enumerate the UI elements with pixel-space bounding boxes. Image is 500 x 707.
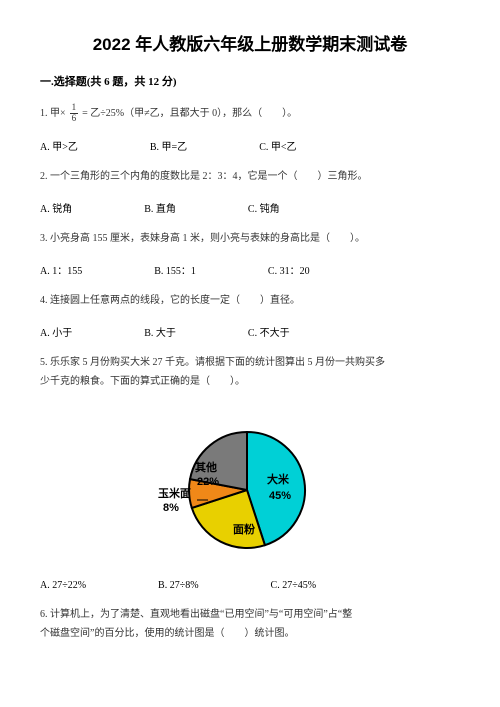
- q5-options: A. 27÷22% B. 27÷8% C. 27÷45%: [40, 580, 460, 591]
- q5-line2: 少千克的粮食。下面的算式正确的是（ ）。: [40, 372, 460, 391]
- question-5: 5. 乐乐家 5 月份购买大米 27 千克。请根据下面的统计图算出 5 月份一共…: [40, 353, 460, 391]
- q6-line1: 6. 计算机上，为了清楚、直观地看出磁盘“已用空间”与“可用空间”占“整: [40, 605, 460, 624]
- question-4: 4. 连接圆上任意两点的线段，它的长度一定（ ）直径。: [40, 291, 460, 310]
- q5-line1: 5. 乐乐家 5 月份购买大米 27 千克。请根据下面的统计图算出 5 月份一共…: [40, 353, 460, 372]
- pie-chart: 其他 22% 玉米面 8% 大米 45% 面粉: [155, 405, 345, 565]
- label-45: 45%: [269, 490, 291, 502]
- label-rice: 大米: [267, 472, 290, 486]
- q1-frac-den: 6: [72, 114, 77, 124]
- label-8: 8%: [163, 502, 179, 514]
- question-2: 2. 一个三角形的三个内角的度数比是 2：3：4，它是一个（ ）三角形。: [40, 167, 460, 186]
- q1-optA: A. 甲>乙: [40, 138, 78, 153]
- q3-optB: B. 155：1: [154, 262, 196, 277]
- question-3: 3. 小亮身高 155 厘米，表妹身高 1 米，则小亮与表妹的身高比是（ ）。: [40, 229, 460, 248]
- q3-optC: C. 31：20: [268, 262, 310, 277]
- label-corn: 玉米面: [158, 486, 191, 500]
- pie-chart-wrap: 其他 22% 玉米面 8% 大米 45% 面粉: [40, 405, 460, 570]
- question-1: 1. 甲× 1 6 = 乙÷25%（甲≠乙，且都大于 0），那么（ ）。: [40, 103, 460, 124]
- q4-optA: A. 小于: [40, 324, 72, 339]
- q4-optC: C. 不大于: [248, 324, 290, 339]
- label-other: 其他: [195, 460, 217, 474]
- q2-optB: B. 直角: [144, 200, 176, 215]
- q1-options: A. 甲>乙 B. 甲=乙 C. 甲<乙: [40, 138, 460, 153]
- label-22: 22%: [197, 476, 219, 488]
- q1-optB: B. 甲=乙: [150, 138, 187, 153]
- q1-suffix: = 乙÷25%（甲≠乙，且都大于 0），那么（ ）。: [82, 104, 297, 123]
- q5-optA: A. 27÷22%: [40, 580, 86, 591]
- q5-optC: C. 27÷45%: [271, 580, 317, 591]
- q3-options: A. 1：155 B. 155：1 C. 31：20: [40, 262, 460, 277]
- label-flour: 面粉: [233, 522, 255, 536]
- q1-optC: C. 甲<乙: [259, 138, 296, 153]
- q2-optA: A. 锐角: [40, 200, 72, 215]
- q3-optA: A. 1：155: [40, 262, 82, 277]
- q1-fraction: 1 6: [70, 103, 79, 124]
- page-title: 2022 年人教版六年级上册数学期末测试卷: [40, 30, 460, 55]
- q2-optC: C. 钝角: [248, 200, 280, 215]
- q1-prefix: 1. 甲×: [40, 104, 66, 123]
- q2-options: A. 锐角 B. 直角 C. 钝角: [40, 200, 460, 215]
- q4-options: A. 小于 B. 大于 C. 不大于: [40, 324, 460, 339]
- q4-optB: B. 大于: [144, 324, 176, 339]
- section-heading: 一.选择题(共 6 题，共 12 分): [40, 73, 460, 89]
- question-6: 6. 计算机上，为了清楚、直观地看出磁盘“已用空间”与“可用空间”占“整 个磁盘…: [40, 605, 460, 643]
- q5-optB: B. 27÷8%: [158, 580, 199, 591]
- q6-line2: 个磁盘空间”的百分比，使用的统计图是（ ）统计图。: [40, 624, 460, 643]
